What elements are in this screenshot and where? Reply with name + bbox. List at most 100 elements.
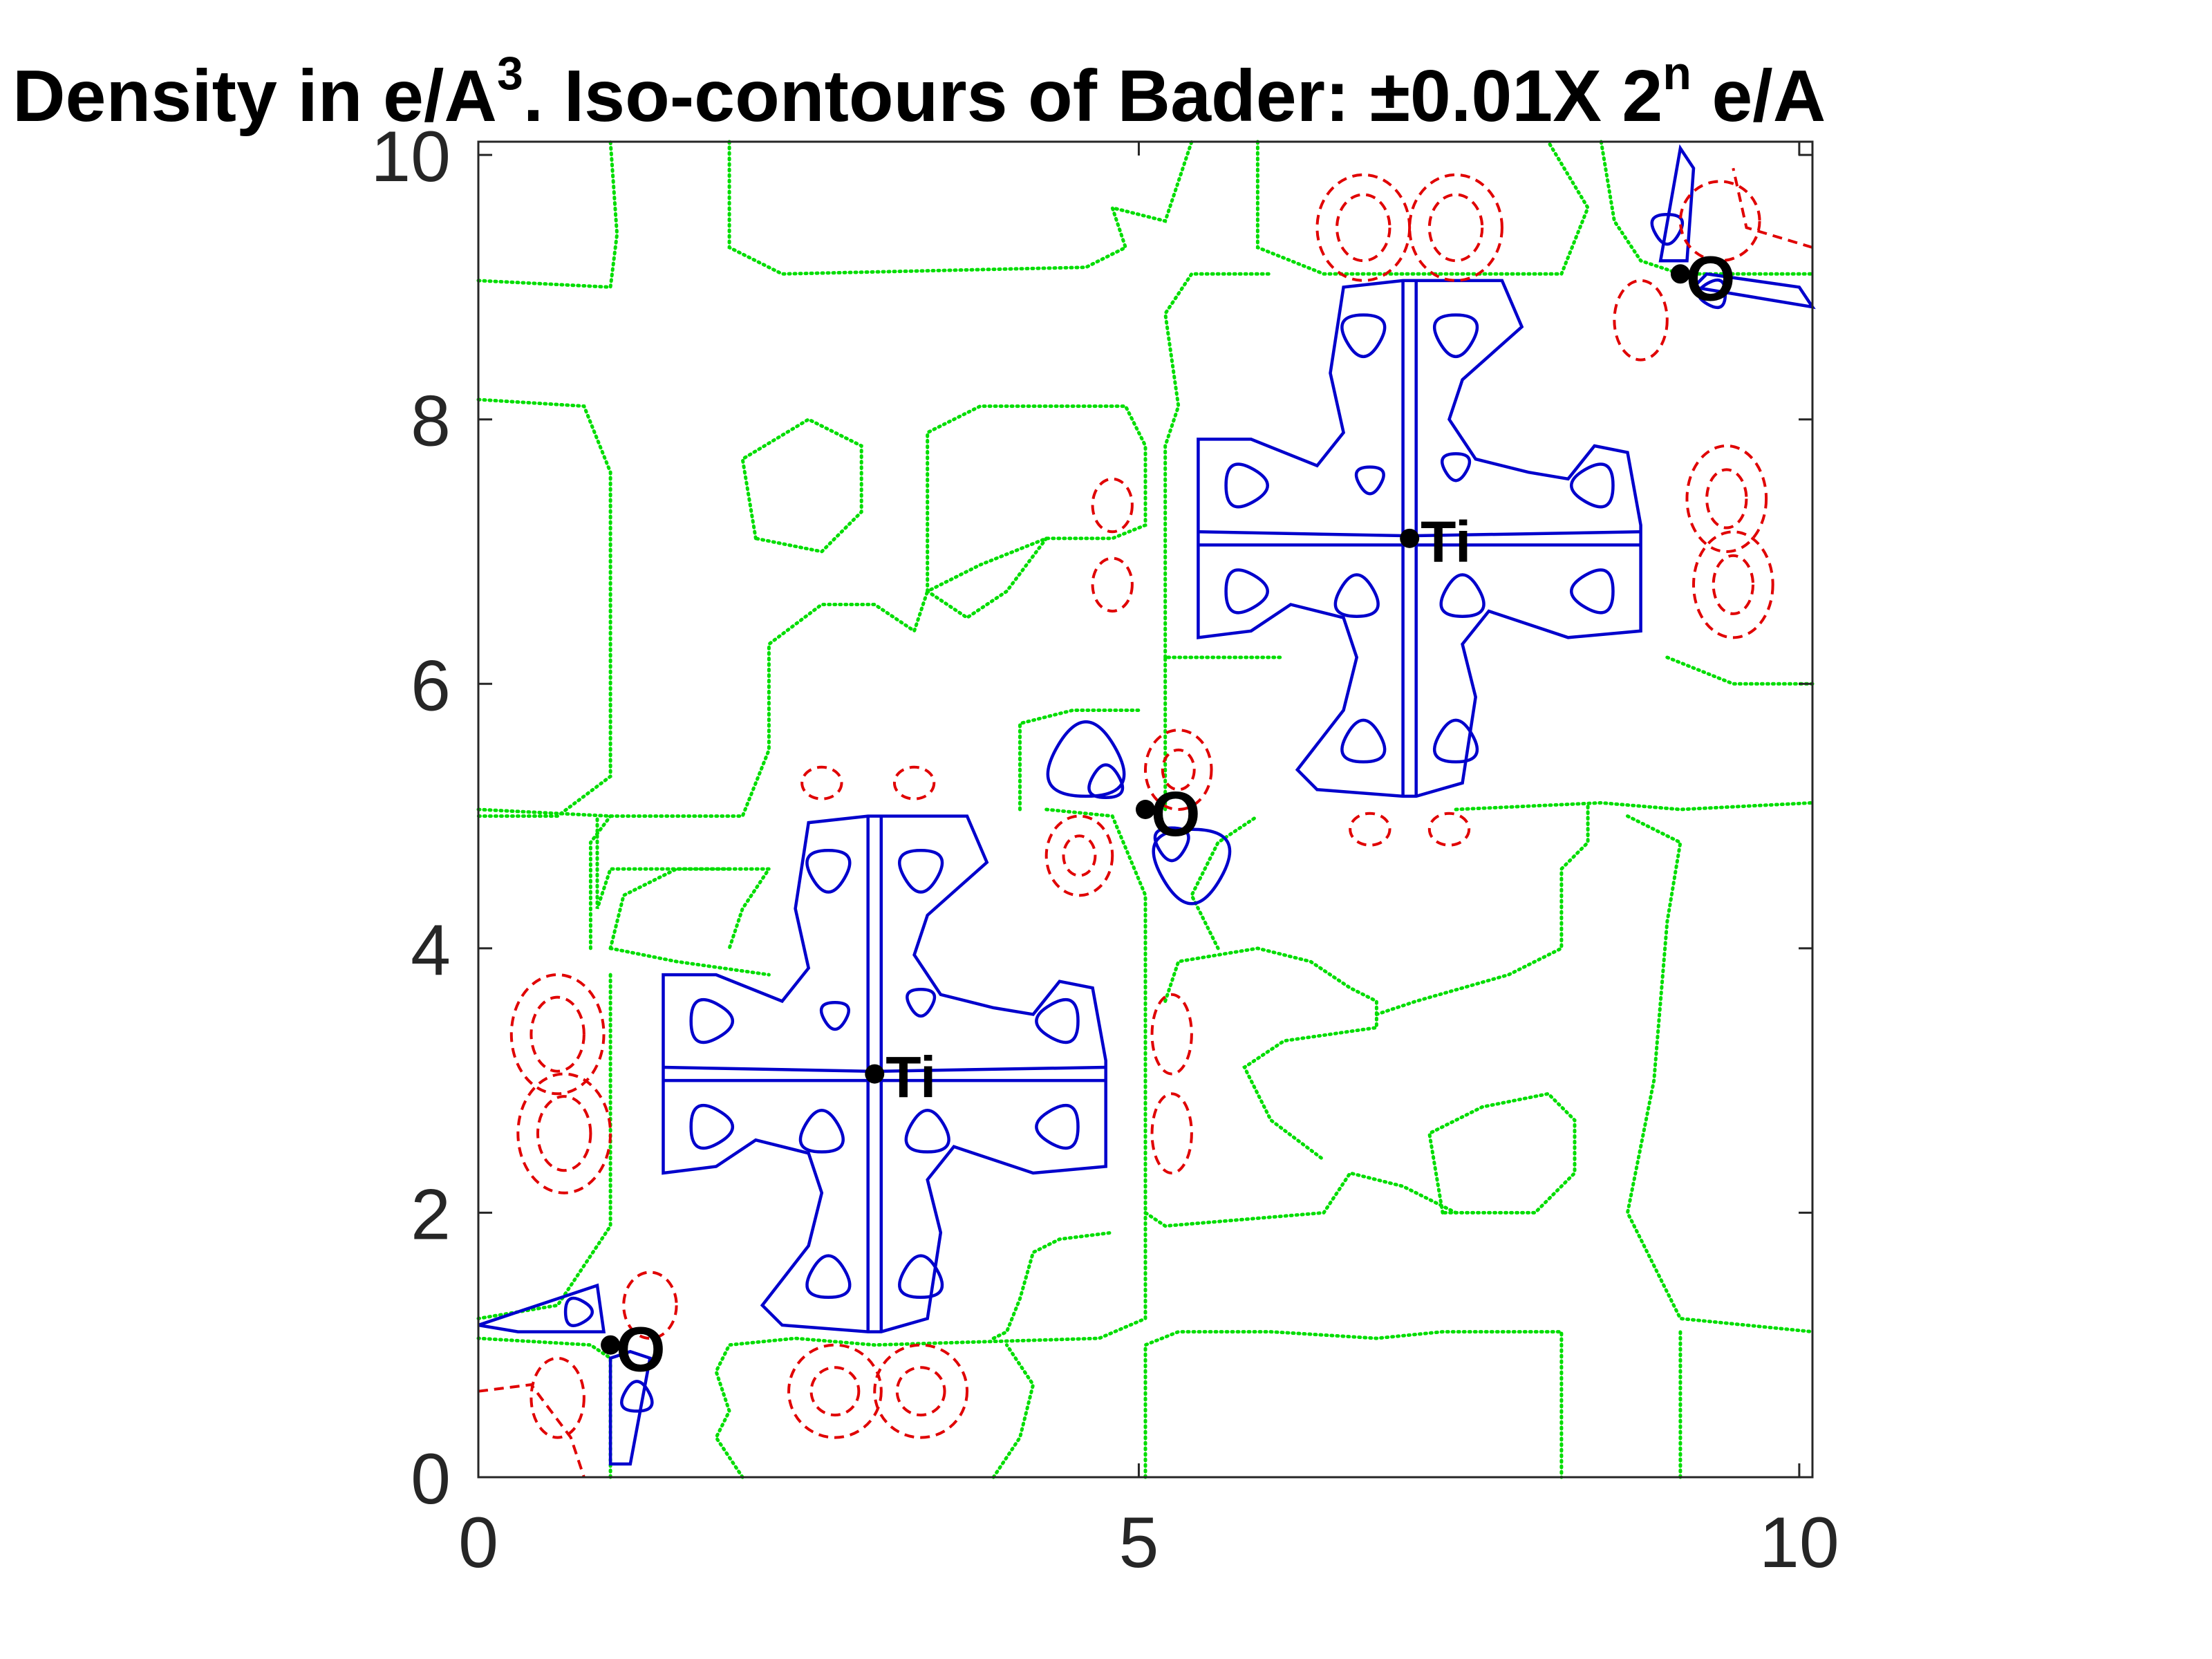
ti-lobe-contour (1340, 718, 1387, 764)
negative-contour (1678, 180, 1761, 263)
negative-contour (536, 1095, 592, 1172)
ti-lobe-contour (1439, 573, 1485, 618)
ti-lobe-contour (798, 1109, 845, 1154)
ti-lobe-contour (1432, 718, 1479, 764)
negative-contour (1161, 748, 1196, 791)
atom-dot (865, 1064, 885, 1084)
negative-contour (1427, 193, 1484, 263)
negative-contour (809, 1366, 861, 1417)
o-positive-contour (1650, 212, 1685, 246)
zero-contour (926, 404, 1147, 593)
negative-contour (1427, 812, 1471, 847)
negative-contour (800, 765, 843, 800)
o-positive-contour (1697, 278, 1727, 310)
ti-positive-outer-contour (662, 814, 1107, 1333)
o-positive-contour (1087, 763, 1125, 800)
ti-lobe-contour (1570, 462, 1615, 509)
negative-contour (1062, 834, 1097, 877)
ti-lobe-contour (819, 1001, 850, 1031)
atom-label: O (1686, 243, 1736, 314)
ti-lobe-contour (1333, 573, 1380, 618)
ti-lobe-contour (906, 987, 937, 1018)
zero-contour (588, 814, 612, 950)
zero-contour (714, 1210, 1147, 1479)
negative-contour (1091, 556, 1134, 613)
zero-contour (1665, 655, 1815, 686)
negative-contour (516, 1072, 612, 1194)
o-positive-contour (620, 1380, 654, 1413)
negative-contour (895, 1366, 946, 1417)
y-tick-label: 8 (411, 382, 451, 462)
y-tick-label: 10 (371, 117, 451, 197)
zero-contour (740, 417, 863, 554)
o-positive-contour (563, 1296, 594, 1327)
zero-contour (1255, 140, 1590, 276)
axis-ticks: 0 5 10 0 2 4 6 8 10 (371, 117, 1839, 1583)
negative-contour (1150, 1092, 1193, 1175)
o-positive-contour (1690, 272, 1816, 310)
negative-contour (1150, 993, 1193, 1076)
atom-label: O (1151, 779, 1201, 850)
y-tick-label: 0 (411, 1439, 451, 1519)
ti-lobe-contour (1441, 452, 1472, 482)
ti-lobe-contour (1570, 568, 1615, 615)
atom-label: O (616, 1315, 666, 1385)
atom-label: Ti (885, 1045, 936, 1110)
o-positive-contour (478, 1283, 606, 1333)
o-positive-contour (1658, 144, 1696, 263)
y-tick-label: 2 (411, 1174, 451, 1255)
negative-contour (892, 765, 936, 800)
negative-contour (529, 995, 585, 1073)
zero-contour (476, 140, 619, 290)
ti-lobe-contour (805, 1254, 852, 1300)
zero-contour (1625, 814, 1815, 1334)
ti-lobe-contour (1224, 462, 1269, 509)
negative-contour (1144, 729, 1213, 812)
zero-contour (1190, 814, 1259, 950)
negative-contour (1705, 468, 1748, 529)
negative-contour (787, 1343, 883, 1439)
ti-lobe-contour (1432, 313, 1479, 358)
y-tick-label: 4 (411, 910, 451, 991)
x-tick-label: 10 (1759, 1503, 1839, 1583)
zero-contour (991, 1343, 1035, 1479)
ti-lobe-contour (1340, 313, 1387, 358)
negative-contour (622, 1271, 678, 1340)
y-tick-label: 6 (411, 646, 451, 726)
o-positive-contour (608, 1349, 652, 1466)
zero-contour (608, 946, 771, 977)
zero-contour (1427, 1091, 1577, 1215)
atom-dot (1670, 264, 1690, 284)
atom-label: Ti (1421, 509, 1471, 574)
x-tick-label: 0 (458, 1503, 498, 1583)
zero-contour (476, 589, 930, 818)
zero-contour (1143, 1330, 1564, 1479)
ti-lobe-contour (898, 849, 944, 894)
plot-frame (477, 140, 1814, 1479)
ti-lobe-contour (1035, 1103, 1080, 1150)
atom-dot (1400, 528, 1420, 548)
negative-contour (1335, 193, 1391, 263)
negative-contour (1315, 173, 1412, 282)
chart-title: Density in e/A3. Iso-contours of Bader: … (12, 47, 1826, 137)
negative-contour (478, 1382, 585, 1478)
negative-contour (509, 973, 606, 1096)
zero-contour (991, 1230, 1114, 1340)
ti-lobe-contour (898, 1254, 944, 1300)
negative-contour (1613, 279, 1669, 362)
zero-contour (926, 536, 1049, 620)
atom-markers: Ti Ti O O O (601, 243, 1735, 1385)
zero-contour (1044, 807, 1458, 1228)
zero-contour (595, 814, 731, 910)
x-tick-label: 5 (1119, 1503, 1159, 1583)
negative-contour (1685, 444, 1768, 553)
zero-contour (476, 397, 612, 818)
negative-contour (1712, 554, 1755, 615)
negative-contour (1091, 477, 1134, 534)
negative-contour (529, 1356, 585, 1439)
negative-contour (1349, 812, 1391, 847)
ti-lobe-contour (689, 997, 734, 1044)
o-positive-contour (1153, 826, 1190, 863)
atom-dot (601, 1335, 621, 1355)
